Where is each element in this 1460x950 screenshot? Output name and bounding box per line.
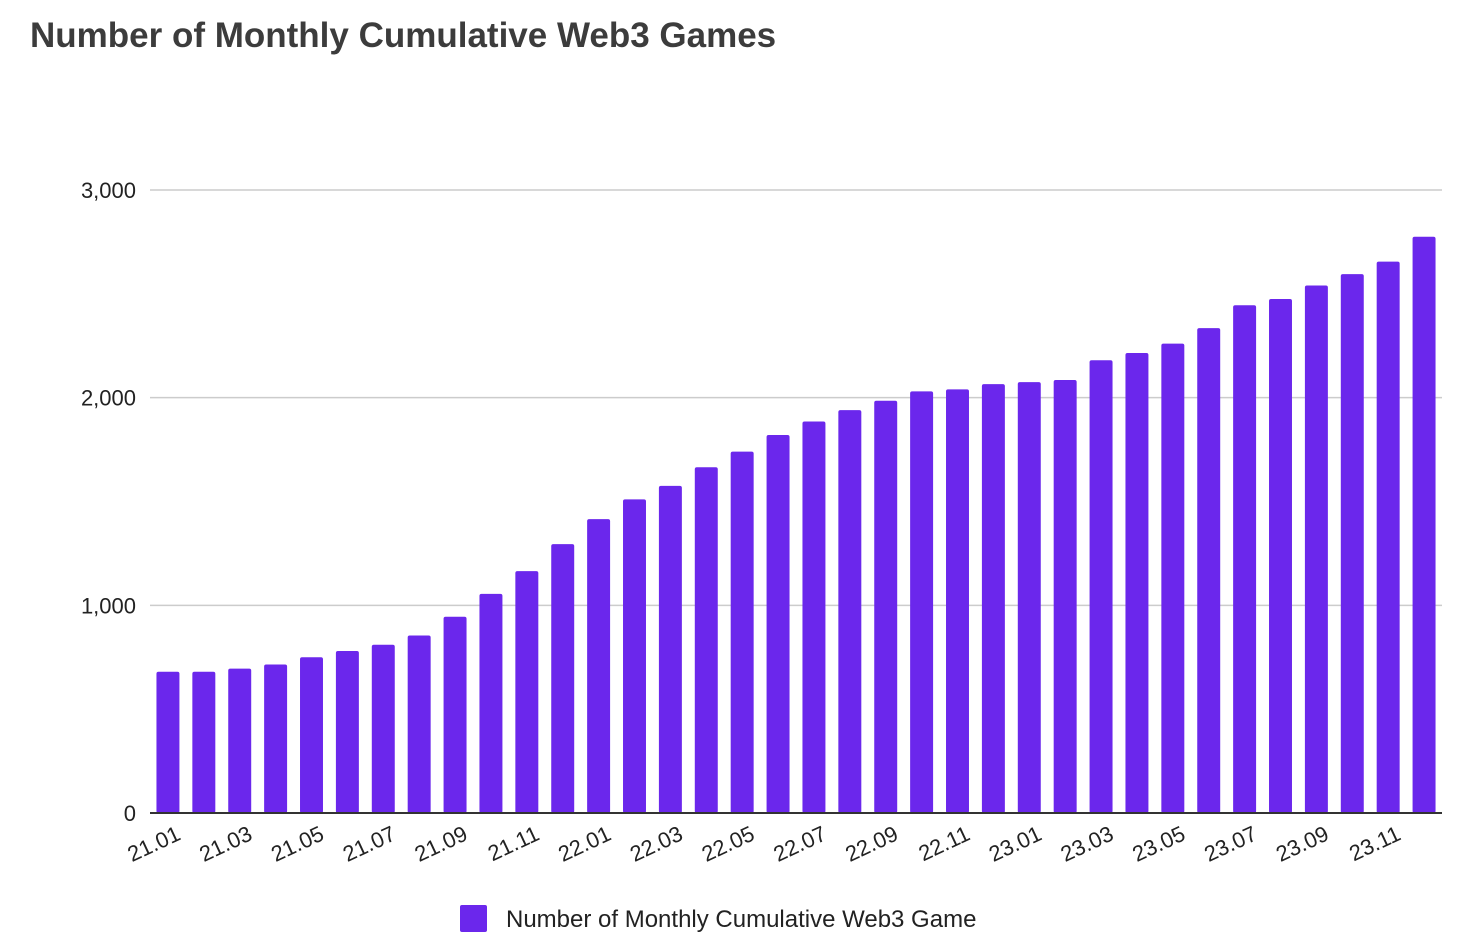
x-tick-label: 22.11: [915, 821, 974, 866]
x-tick-label: 21.09: [411, 821, 471, 867]
bar: [623, 499, 646, 813]
x-tick-label: 22.01: [554, 821, 614, 867]
legend: Number of Monthly Cumulative Web3 Game: [460, 905, 976, 933]
bar: [1089, 360, 1113, 813]
bar: [228, 668, 252, 813]
legend-swatch: [460, 905, 487, 932]
x-tick-label: 23.05: [1128, 821, 1188, 867]
bar: [264, 664, 288, 813]
bar: [838, 410, 862, 813]
bar: [1233, 305, 1257, 813]
x-tick-label: 22.09: [841, 821, 901, 867]
bar: [1197, 328, 1221, 813]
bar: [551, 544, 575, 813]
x-tick-label: 23.07: [1200, 821, 1260, 867]
x-tick-label: 22.03: [626, 821, 686, 867]
bar: [335, 651, 359, 813]
bar: [910, 391, 934, 813]
bar: [1269, 299, 1292, 813]
x-tick-label: 23.09: [1272, 821, 1332, 867]
x-tick-label: 23.03: [1057, 821, 1117, 867]
bar: [515, 571, 539, 813]
bar: [802, 421, 826, 813]
x-tick-label: 21.05: [267, 821, 327, 867]
x-tick-label: 21.03: [195, 821, 255, 867]
bar: [587, 519, 611, 813]
x-tick-label: 21.07: [339, 821, 399, 867]
bar: [874, 400, 898, 813]
bar: [730, 451, 754, 813]
bar: [1125, 353, 1149, 813]
bar: [479, 593, 503, 813]
bar: [1376, 261, 1400, 813]
x-tick-label: 22.05: [698, 821, 758, 867]
bar: [694, 467, 718, 813]
bar: [1161, 343, 1185, 813]
y-tick-label: 1,000: [81, 593, 136, 618]
bar: [946, 389, 969, 813]
x-tick-label: 23.01: [985, 821, 1045, 867]
x-tick-label: 21.01: [124, 821, 184, 867]
x-tick-label: 21.11: [484, 821, 543, 866]
bar: [1340, 274, 1364, 814]
gridlines: [150, 189, 1442, 607]
y-tick-label: 2,000: [81, 386, 136, 411]
bar: [300, 657, 323, 813]
bar: [371, 644, 395, 813]
y-tick-label: 0: [124, 801, 136, 826]
bar: [1412, 236, 1436, 814]
bar: [407, 635, 431, 813]
bars: [156, 236, 1436, 814]
bar: [156, 671, 180, 813]
bar: [766, 435, 790, 813]
bar: [192, 671, 216, 813]
bar: [1017, 382, 1041, 813]
legend-label: Number of Monthly Cumulative Web3 Game: [506, 906, 976, 933]
y-tick-label: 3,000: [81, 178, 136, 203]
bar: [1304, 285, 1328, 813]
x-tick-label: 22.07: [770, 821, 830, 867]
chart-title: Number of Monthly Cumulative Web3 Games: [30, 16, 777, 55]
bar: [1053, 380, 1077, 813]
bar: [443, 616, 467, 813]
bar: [658, 485, 682, 813]
x-tick-label: 23.11: [1345, 821, 1404, 866]
bar: [981, 384, 1005, 813]
